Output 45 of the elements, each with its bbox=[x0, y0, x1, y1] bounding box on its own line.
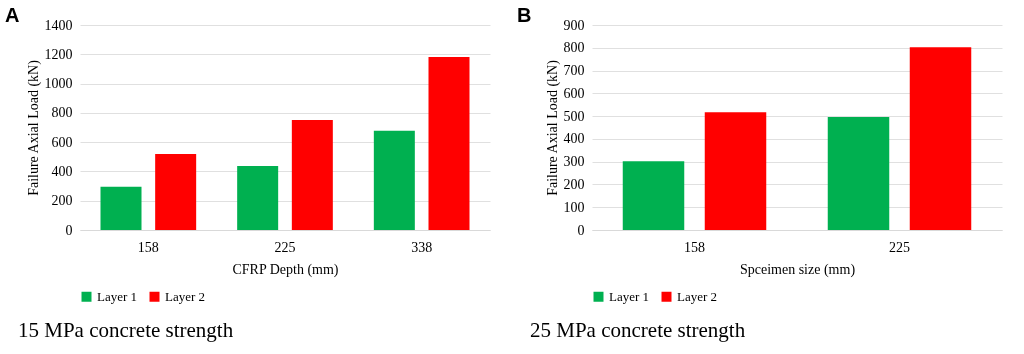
legend-label: Layer 1 bbox=[97, 288, 138, 304]
x-tick-label: 225 bbox=[889, 239, 910, 255]
bar bbox=[428, 57, 470, 230]
bar bbox=[291, 120, 333, 230]
y-tick-label: 1000 bbox=[44, 76, 73, 92]
bar bbox=[100, 186, 142, 230]
y-tick-label: 400 bbox=[563, 131, 585, 147]
legend-label: Layer 2 bbox=[677, 288, 718, 304]
legend-label: Layer 1 bbox=[609, 288, 650, 304]
x-tick-label: 225 bbox=[274, 239, 296, 255]
legend-label: Layer 2 bbox=[165, 288, 206, 304]
y-tick-label: 1200 bbox=[44, 46, 73, 62]
y-tick-label: 0 bbox=[65, 222, 73, 238]
x-tick-label: 338 bbox=[411, 239, 433, 255]
bar bbox=[155, 154, 197, 230]
x-axis-title: Spceimen size (mm) bbox=[739, 261, 856, 278]
y-tick-label: 400 bbox=[51, 163, 73, 179]
y-tick-label: 200 bbox=[563, 176, 585, 192]
bar bbox=[704, 112, 767, 230]
bar bbox=[909, 47, 972, 230]
y-tick-label: 1400 bbox=[44, 17, 73, 33]
y-tick-label: 100 bbox=[563, 199, 585, 215]
y-tick-label: 0 bbox=[577, 222, 585, 238]
x-tick-label: 158 bbox=[137, 239, 159, 255]
y-tick-label: 200 bbox=[51, 193, 73, 209]
bar bbox=[373, 130, 415, 230]
bar bbox=[827, 117, 890, 230]
x-tick-label: 158 bbox=[684, 239, 705, 255]
y-tick-label: 800 bbox=[51, 105, 73, 121]
text: 15 MPa concrete strength bbox=[18, 318, 234, 343]
y-tick-label: 600 bbox=[563, 85, 585, 101]
y-axis-title: Failure Axial Load (kN) bbox=[25, 59, 42, 196]
y-tick-label: 700 bbox=[563, 63, 585, 79]
y-tick-label: 600 bbox=[51, 134, 73, 150]
y-tick-label: 500 bbox=[563, 108, 585, 124]
x-axis-title: CFRP Depth (mm) bbox=[232, 261, 339, 278]
chart-title: A bbox=[5, 4, 20, 26]
text: 25 MPa concrete strength bbox=[530, 318, 746, 343]
bar bbox=[237, 166, 279, 230]
y-tick-label: 800 bbox=[563, 40, 585, 56]
y-tick-label: 300 bbox=[563, 154, 585, 170]
chart-title: B bbox=[517, 4, 532, 26]
y-axis-title: Failure Axial Load (kN) bbox=[544, 59, 561, 196]
y-tick-label: 900 bbox=[563, 17, 585, 33]
bar bbox=[622, 161, 685, 230]
